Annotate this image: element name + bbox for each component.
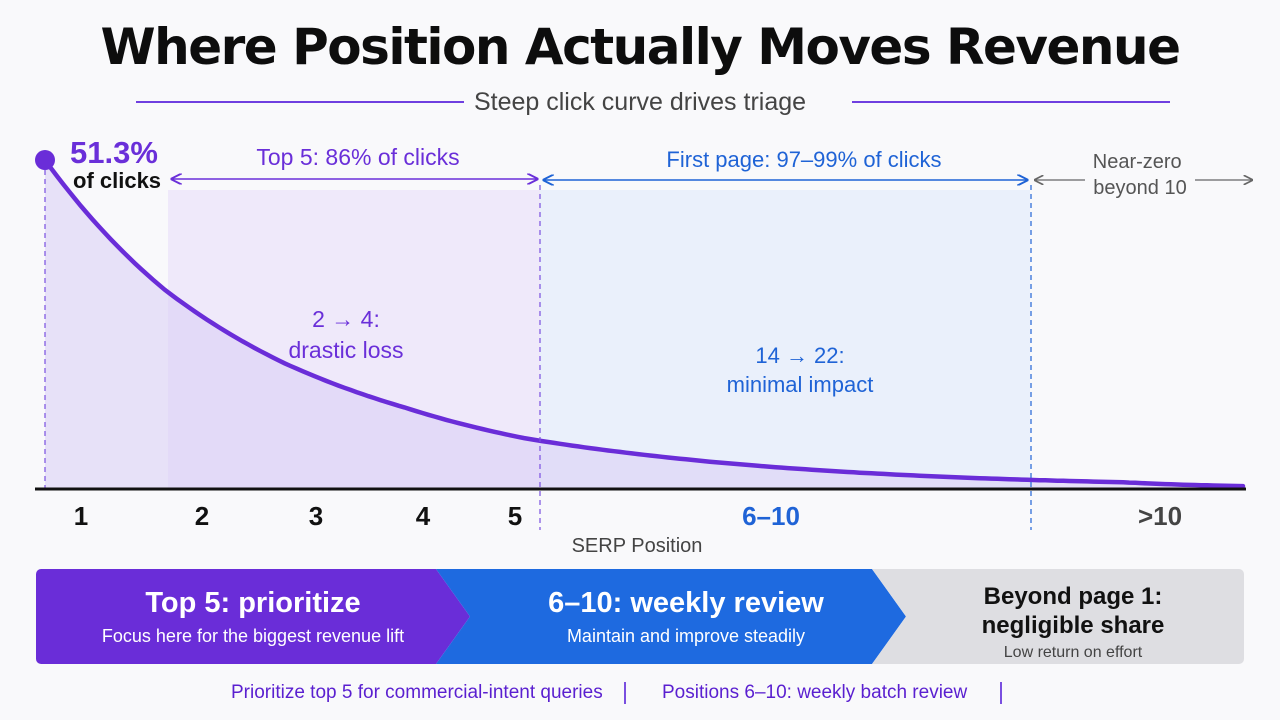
- footer-divider-1: [624, 682, 626, 704]
- subtitle-row: Steep click curve drives triage: [0, 86, 1280, 118]
- chevron-beyond-page1: Beyond page 1: negligible share Low retur…: [872, 569, 1244, 664]
- click-share-curve: [42, 157, 1246, 489]
- chevron-beyond-sub: Low return on effort: [1003, 644, 1143, 661]
- x-tick-2: 2: [195, 501, 209, 531]
- x-tick-6-10: 6–10: [742, 501, 800, 531]
- x-tick-5: 5: [508, 501, 522, 531]
- footer-divider-2: [1000, 682, 1002, 704]
- chevron-beyond-head: Beyond page 1: negligible share: [872, 569, 1244, 640]
- page-title: Where Position Actually Moves Revenue: [100, 18, 1181, 76]
- click-share-area: [45, 160, 1243, 488]
- triage-chevrons: Top 5: prioritize Focus here for the big…: [36, 569, 1244, 664]
- annotation-drastic-loss-line2: drastic loss: [288, 337, 403, 363]
- subtitle: Steep click curve drives triage: [473, 88, 807, 116]
- chevron-6-10: 6–10: weekly review Maintain and improve…: [436, 569, 906, 664]
- band-first-page-label: First page: 97–99% of clicks: [666, 147, 941, 172]
- peak-sub-label: of clicks: [73, 168, 161, 193]
- footer-note-left: Prioritize top 5 for commercial-intent q…: [231, 682, 603, 703]
- footer-notes: Prioritize top 5 for commercial-intent q…: [0, 680, 1280, 708]
- chevron-6-10-sub: Maintain and improve steadily: [566, 626, 806, 646]
- chevron-top5: Top 5: prioritize Focus here for the big…: [36, 569, 470, 664]
- chevron-top5-head: Top 5: prioritize: [145, 587, 361, 619]
- x-tick-4: 4: [416, 501, 431, 531]
- annotation-minimal-impact-line2: minimal impact: [727, 372, 874, 397]
- chevron-top5-sub: Focus here for the biggest revenue lift: [101, 626, 405, 646]
- chevron-beyond-head-line2: negligible share: [981, 612, 1165, 639]
- x-axis-label: SERP Position: [572, 535, 703, 557]
- annotation-minimal-impact-line1: 14 → 22:: [755, 343, 844, 368]
- subtitle-rule-left: [136, 101, 464, 103]
- band-beyond-label: Near-zero beyond 10: [1093, 151, 1187, 199]
- subtitle-rule-right: [852, 101, 1170, 103]
- x-tick-beyond-10: >10: [1138, 501, 1182, 531]
- peak-point: [35, 150, 55, 170]
- band-first-page-bg: [540, 190, 1030, 490]
- footer-note-right: Positions 6–10: weekly batch review: [662, 682, 968, 703]
- band-top5-label: Top 5: 86% of clicks: [256, 144, 459, 170]
- chevron-6-10-head: 6–10: weekly review: [548, 587, 824, 619]
- annotation-drastic-loss-line1: 2 → 4:: [312, 306, 380, 332]
- chevron-beyond-head-line1: Beyond page 1:: [983, 583, 1163, 610]
- peak-value-label: 51.3%: [70, 135, 158, 170]
- x-tick-3: 3: [309, 501, 323, 531]
- x-tick-1: 1: [74, 501, 88, 531]
